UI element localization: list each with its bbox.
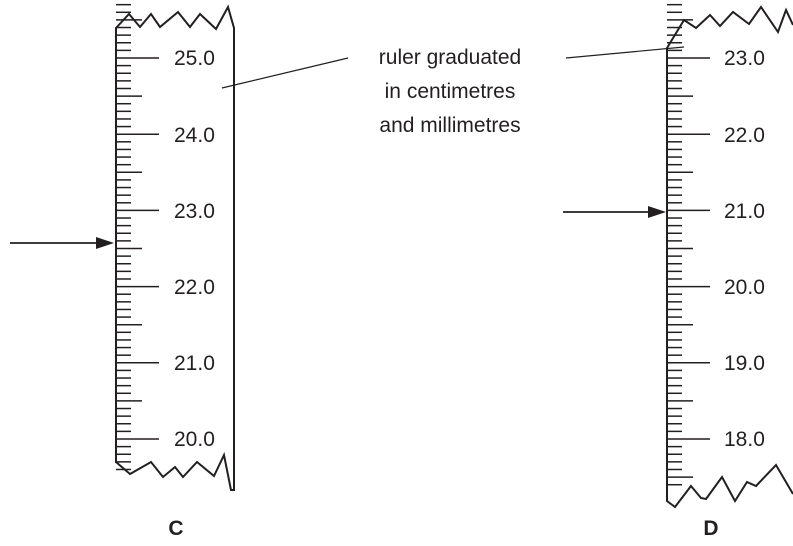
- ruler-d-label-21: 21.0: [724, 200, 765, 223]
- ruler-c-arrow: [10, 237, 114, 249]
- ruler-c-letter: C: [168, 517, 183, 540]
- ruler-c-label-22: 22.0: [174, 276, 215, 299]
- annotation-line-3: and millimetres: [379, 114, 520, 137]
- ruler-d-ticks: [667, 3, 710, 486]
- ruler-c-labels: 25.0 24.0 23.0 22.0 21.0 20.0: [174, 47, 215, 451]
- annotation-leader-left: [221, 57, 349, 89]
- ruler-c-label-21: 21.0: [174, 352, 215, 375]
- ruler-d-arrow: [563, 206, 666, 218]
- ruler-d-label-22: 22.0: [724, 124, 765, 147]
- annotation-line-1: ruler graduated: [379, 46, 521, 69]
- ruler-d: 23.0 22.0 21.0 20.0 19.0 18.0 D: [563, 3, 793, 540]
- ruler-annotation: ruler graduated in centimetres and milli…: [221, 46, 685, 137]
- ruler-d-label-20: 20.0: [724, 276, 765, 299]
- ruler-d-label-23: 23.0: [724, 47, 765, 70]
- ruler-c-label-23: 23.0: [174, 200, 215, 223]
- annotation-leader-right: [565, 46, 685, 59]
- ruler-d-label-18: 18.0: [724, 428, 765, 451]
- ruler-c-ticks: [116, 3, 159, 471]
- ruler-d-labels: 23.0 22.0 21.0 20.0 19.0 18.0: [724, 47, 765, 451]
- ruler-c-label-20: 20.0: [174, 428, 215, 451]
- ruler-d-letter: D: [703, 517, 718, 540]
- ruler-c-outline: [115, 4, 235, 491]
- ruler-c-label-24: 24.0: [174, 124, 215, 147]
- ruler-c: 25.0 24.0 23.0 22.0 21.0 20.0 C: [10, 3, 235, 540]
- ruler-c-label-25: 25.0: [174, 47, 215, 70]
- ruler-d-outline: [666, 5, 793, 509]
- ruler-d-label-19: 19.0: [724, 352, 765, 375]
- annotation-line-2: in centimetres: [385, 80, 516, 103]
